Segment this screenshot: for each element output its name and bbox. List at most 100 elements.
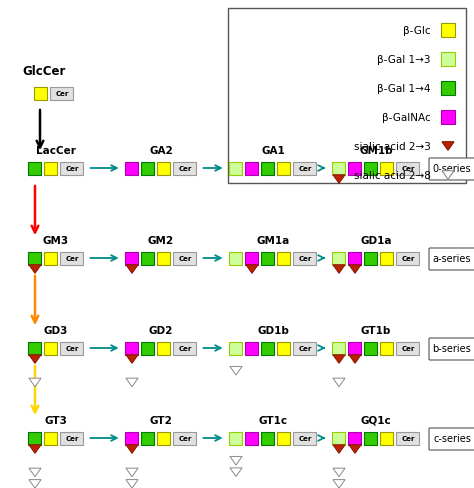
Bar (396, 162, 419, 175)
Text: 0-series: 0-series (433, 163, 471, 174)
Bar (381, 342, 393, 355)
Bar (277, 431, 291, 445)
Text: GD2: GD2 (149, 325, 173, 335)
Text: GD3: GD3 (44, 325, 68, 335)
Text: Cer: Cer (178, 256, 191, 262)
Bar (293, 342, 317, 355)
Text: Cer: Cer (401, 256, 415, 262)
Polygon shape (230, 468, 242, 476)
Bar (157, 162, 171, 175)
Text: Cer: Cer (65, 346, 79, 351)
Text: β-Glc: β-Glc (403, 26, 431, 36)
Text: b-series: b-series (433, 343, 471, 353)
Text: GA1: GA1 (261, 146, 285, 156)
Text: Cer: Cer (298, 346, 312, 351)
Polygon shape (246, 265, 258, 274)
Text: Cer: Cer (55, 91, 69, 97)
Bar (61, 342, 83, 355)
Bar (229, 162, 243, 175)
Polygon shape (29, 445, 41, 453)
Bar (157, 252, 171, 265)
Bar (28, 342, 42, 355)
Text: GlcCer: GlcCer (22, 65, 65, 79)
Bar (246, 162, 258, 175)
Text: a-series: a-series (433, 253, 471, 264)
Polygon shape (126, 445, 138, 453)
Polygon shape (333, 445, 345, 453)
Bar (262, 252, 274, 265)
Bar (45, 252, 57, 265)
Polygon shape (126, 378, 138, 387)
Bar (277, 342, 291, 355)
FancyBboxPatch shape (429, 428, 474, 450)
Polygon shape (29, 355, 41, 364)
Bar (332, 431, 346, 445)
Bar (28, 431, 42, 445)
Bar (396, 252, 419, 265)
Bar (365, 252, 377, 265)
Bar (45, 162, 57, 175)
Text: GT3: GT3 (45, 415, 67, 425)
Bar (262, 431, 274, 445)
Bar (441, 81, 455, 96)
Bar (348, 252, 362, 265)
Text: Cer: Cer (298, 165, 312, 172)
Polygon shape (333, 265, 345, 274)
Polygon shape (333, 480, 345, 488)
Bar (332, 342, 346, 355)
Bar (173, 342, 197, 355)
Text: GQ1c: GQ1c (361, 415, 392, 425)
Bar (228, 9, 466, 183)
FancyBboxPatch shape (429, 159, 474, 181)
Bar (61, 252, 83, 265)
Bar (246, 342, 258, 355)
Polygon shape (333, 378, 345, 387)
Text: GM2: GM2 (148, 236, 174, 245)
Bar (142, 162, 155, 175)
Polygon shape (126, 480, 138, 488)
Bar (365, 162, 377, 175)
Polygon shape (29, 265, 41, 274)
Bar (262, 342, 274, 355)
Text: GM1a: GM1a (256, 236, 290, 245)
Polygon shape (333, 175, 345, 184)
Text: Cer: Cer (178, 435, 191, 441)
Text: c-series: c-series (433, 433, 471, 443)
Polygon shape (442, 171, 454, 180)
Polygon shape (126, 355, 138, 364)
FancyBboxPatch shape (429, 248, 474, 270)
Polygon shape (29, 480, 41, 488)
Bar (229, 431, 243, 445)
Bar (348, 431, 362, 445)
Bar (51, 87, 73, 101)
Bar (441, 111, 455, 125)
Bar (381, 162, 393, 175)
Bar (157, 431, 171, 445)
Text: β-Gal 1→3: β-Gal 1→3 (377, 55, 431, 65)
Bar (142, 252, 155, 265)
Bar (126, 252, 138, 265)
FancyBboxPatch shape (429, 338, 474, 360)
Bar (173, 431, 197, 445)
Polygon shape (29, 378, 41, 387)
Text: Cer: Cer (401, 346, 415, 351)
Text: Cer: Cer (178, 346, 191, 351)
Bar (61, 431, 83, 445)
Bar (365, 431, 377, 445)
Text: Cer: Cer (178, 165, 191, 172)
Bar (277, 252, 291, 265)
Polygon shape (333, 355, 345, 364)
Bar (229, 252, 243, 265)
Bar (45, 342, 57, 355)
Bar (126, 342, 138, 355)
Text: Cer: Cer (401, 435, 415, 441)
Text: GM1b: GM1b (359, 146, 393, 156)
Bar (293, 162, 317, 175)
Bar (142, 342, 155, 355)
Bar (396, 342, 419, 355)
Text: Cer: Cer (401, 165, 415, 172)
Bar (441, 53, 455, 67)
Polygon shape (333, 468, 345, 477)
Bar (45, 431, 57, 445)
Bar (396, 431, 419, 445)
